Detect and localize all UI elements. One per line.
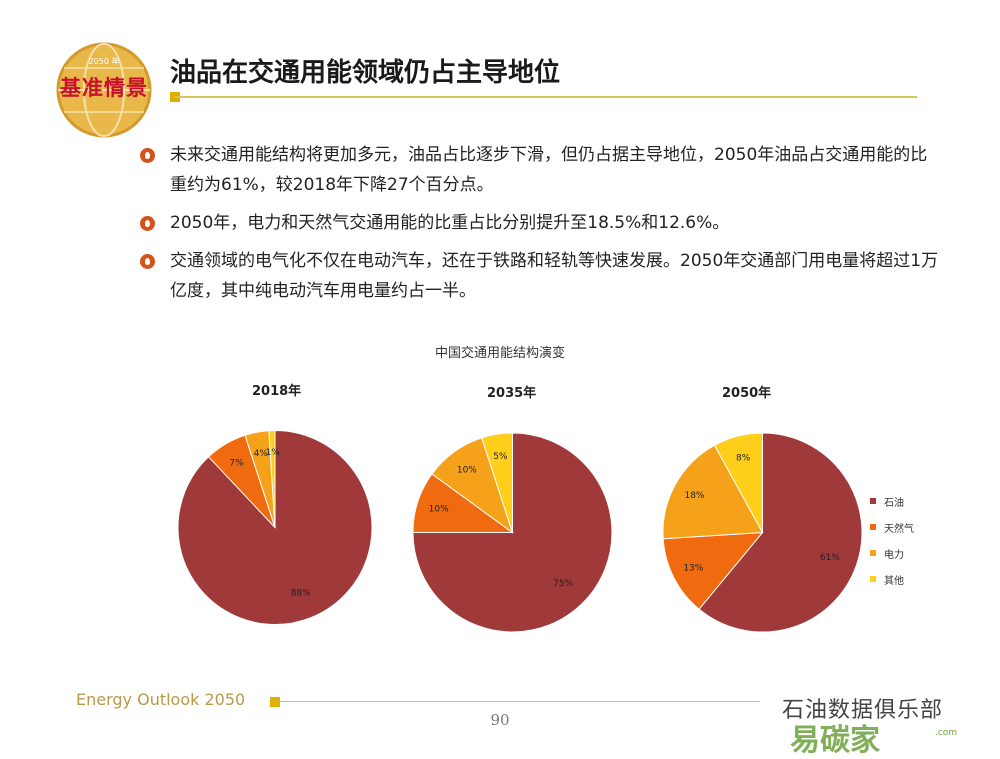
footer-title: Energy Outlook 2050 <box>76 690 246 709</box>
bullet-text: 2050年，电力和天然气交通用能的比重占比分别提升至18.5%和12.6%。 <box>170 213 730 233</box>
footer-accent-dot <box>270 697 280 707</box>
page-number: 90 <box>490 711 510 729</box>
slice-data-label: 61% <box>820 553 840 563</box>
legend-item: 其他 <box>870 566 914 592</box>
slice-data-label: 10% <box>429 505 449 515</box>
slice-other <box>481 432 513 533</box>
slice-oil <box>177 429 373 625</box>
slice-other <box>268 429 276 528</box>
footer-line <box>278 701 760 702</box>
slice-oil <box>698 432 863 633</box>
slice-data-label: 13% <box>683 564 703 574</box>
slice-data-label: 10% <box>457 466 477 476</box>
globe-logo-icon <box>56 42 152 138</box>
pie-chart-2050: 61% 13% 18% 8% <box>662 432 863 633</box>
chart-legend: 石油 天然气 电力 其他 <box>870 488 914 592</box>
pie-year-label: 2018年 <box>252 384 302 399</box>
pie-chart-2035: 75% 10% 10% 5% <box>412 432 613 633</box>
slice-gas <box>662 531 764 610</box>
legend-item: 电力 <box>870 540 914 566</box>
legend-swatch <box>870 498 876 504</box>
slice-data-label: 75% <box>553 579 573 589</box>
legend-swatch <box>870 524 876 530</box>
slice-other <box>713 432 763 533</box>
bullet-item: 2050年，电力和天然气交通用能的比重占比分别提升至18.5%和12.6%。 <box>140 208 940 238</box>
slice-data-label: 7% <box>229 458 244 468</box>
bullet-text: 未来交通用能结构将更加多元，油品占比逐步下滑，但仍占据主导地位，2050年油品占… <box>170 145 928 195</box>
legend-label: 天然气 <box>884 523 914 535</box>
slice-data-label: 8% <box>736 453 751 463</box>
logo-text: 基准情景 <box>60 76 148 100</box>
logo: 2050 年 基准情景 <box>44 38 164 148</box>
slice-data-label: 1% <box>265 448 280 458</box>
bullet-item: 交通领域的电气化不仅在电动汽车，还在于铁路和轻轨等快速发展。2050年交通部门用… <box>140 246 940 306</box>
slice-data-label: 4% <box>254 449 269 459</box>
page-title: 油品在交通用能领域仍占主导地位 <box>170 58 561 88</box>
bullet-list: 未来交通用能结构将更加多元，油品占比逐步下滑，但仍占据主导地位，2050年油品占… <box>140 140 940 314</box>
logo-small-text: 2050 年 <box>88 57 120 66</box>
bullet-drop-icon <box>140 216 155 231</box>
slice-data-label: 88% <box>291 588 311 598</box>
title-underline <box>175 96 917 98</box>
bullet-item: 未来交通用能结构将更加多元，油品占比逐步下滑，但仍占据主导地位，2050年油品占… <box>140 140 940 200</box>
bullet-drop-icon <box>140 148 155 163</box>
legend-label: 电力 <box>884 549 904 561</box>
legend-label: 石油 <box>884 497 904 509</box>
legend-item: 石油 <box>870 488 914 514</box>
slice-data-label: 18% <box>684 491 704 501</box>
watermark-text: 石油数据俱乐部 <box>782 698 944 723</box>
bullet-drop-icon <box>140 254 155 269</box>
pie-chart-2018: 88% 7% 4%1% <box>177 429 373 625</box>
pie-year-label: 2050年 <box>722 386 772 401</box>
legend-item: 天然气 <box>870 514 914 540</box>
chart-title: 中国交通用能结构演变 <box>434 346 565 361</box>
pie-year-label: 2035年 <box>487 386 537 401</box>
slice-power <box>662 444 764 540</box>
legend-label: 其他 <box>884 575 904 587</box>
bullet-text: 交通领域的电气化不仅在电动汽车，还在于铁路和轻轨等快速发展。2050年交通部门用… <box>170 251 939 301</box>
legend-swatch <box>870 576 876 582</box>
legend-swatch <box>870 550 876 556</box>
watermark-logo-text: 易碳家 <box>790 723 880 758</box>
watermark-domain: .com <box>935 728 958 738</box>
slice-data-label: 5% <box>493 452 508 462</box>
